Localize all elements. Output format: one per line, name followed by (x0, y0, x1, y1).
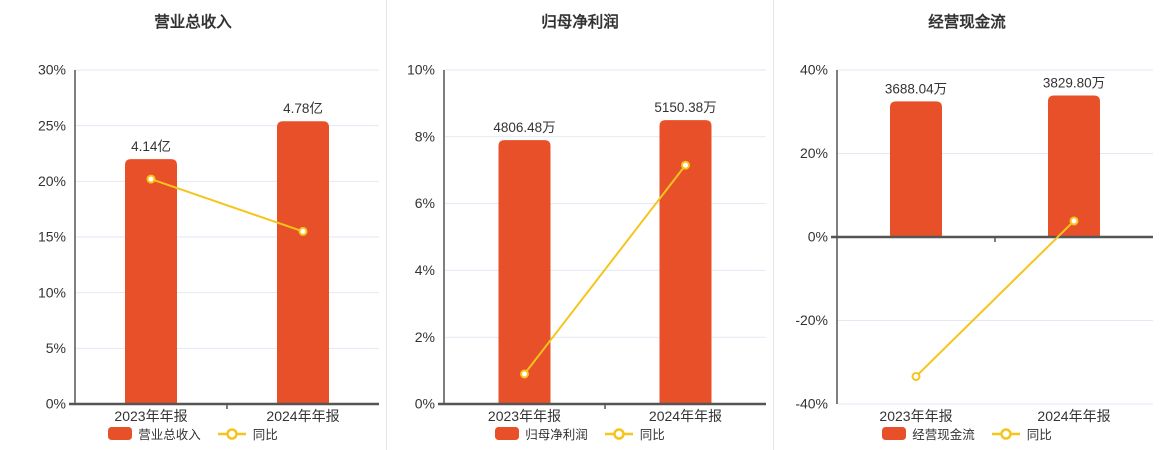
legend-line-label: 同比 (252, 428, 278, 442)
line-marker (520, 369, 529, 379)
legend-bar-label: 经营现金流 (912, 428, 975, 442)
bar (659, 120, 712, 404)
chart-title: 归母净利润 (541, 14, 619, 31)
line-marker (146, 174, 156, 184)
y-tick-label: 0% (808, 229, 828, 245)
legend-line-label: 同比 (639, 428, 665, 442)
legend-bar-label: 归母净利润 (525, 428, 588, 442)
bar-value-label: 3829.80万 (1043, 75, 1105, 90)
line-marker (1069, 216, 1079, 226)
yoy-line (523, 164, 687, 375)
yoy-line (150, 178, 304, 233)
bar-value-label: 5150.38万 (654, 100, 716, 115)
y-tick-label: 30% (38, 62, 66, 78)
bar-value-label: 4.14亿 (131, 139, 171, 154)
y-tick-label: 2% (415, 329, 435, 345)
legend-line-marker-glyph (991, 427, 1020, 440)
y-tick-label: 20% (800, 145, 828, 161)
legend-line-marker-glyph (604, 427, 633, 440)
bar (1048, 95, 1100, 237)
x-category-label: 2024年年报 (649, 408, 722, 424)
legend-bar-label: 营业总收入 (138, 428, 201, 442)
y-tick-label: 5% (46, 340, 66, 356)
y-tick-label: -20% (795, 312, 828, 328)
legend-line-icon (217, 427, 247, 441)
bar (277, 121, 329, 405)
chart-legend: 经营现金流 同比 (774, 424, 1160, 443)
chart-legend: 营业总收入 同比 (0, 424, 386, 443)
legend-bar-swatch (108, 427, 133, 440)
y-tick-label: 40% (800, 62, 828, 78)
legend-line-icon (991, 427, 1021, 441)
x-category-label: 2024年年报 (266, 408, 339, 424)
yoy-line (915, 220, 1075, 378)
chart-title: 营业总收入 (154, 14, 232, 31)
line-marker (911, 371, 921, 381)
y-tick-label: 15% (38, 229, 66, 245)
chart-title: 经营现金流 (928, 14, 1006, 31)
bar (498, 140, 551, 404)
bar-value-label: 4.78亿 (283, 101, 323, 116)
bar-value-label: 4806.48万 (493, 120, 555, 135)
y-tick-label: -40% (795, 396, 828, 412)
legend-bar-swatch (495, 427, 520, 440)
line-marker (681, 160, 690, 170)
chart-panel-net-profit: 归母净利润 0% 2% 4% 6% 8% 10% 4806.48万 5150.38万 2023年… (386, 0, 773, 450)
x-category-label: 2023年年报 (114, 408, 187, 424)
bar (890, 101, 942, 237)
x-category-label: 2023年年报 (879, 408, 952, 424)
legend-line-icon (604, 427, 634, 441)
y-tick-label: 4% (415, 262, 435, 278)
y-tick-label: 10% (38, 284, 66, 300)
chart-plot: 0% 5% 10% 15% 20% 25% 30% 4.14亿 4.78亿 2023年年报 2024… (38, 62, 379, 424)
y-tick-label: 0% (46, 396, 66, 412)
y-tick-label: 6% (415, 195, 435, 211)
bar (125, 159, 177, 404)
y-tick-label: 10% (407, 62, 435, 78)
chart-panel-total-revenue: 营业总收入 0% 5% 10% 15% 20% 25% 30% 4.14亿 4.78亿 2023年… (0, 0, 386, 450)
chart-plot: 0% 2% 4% 6% 8% 10% 4806.48万 5150.38万 2023年年报 2024… (407, 62, 766, 424)
legend-bar-swatch (882, 427, 907, 440)
y-tick-label: 0% (415, 396, 435, 412)
x-category-label: 2023年年报 (488, 408, 561, 424)
x-category-label: 2024年年报 (1037, 408, 1110, 424)
y-tick-label: 25% (38, 117, 66, 133)
legend-line-label: 同比 (1026, 428, 1052, 442)
chart-plot: -40% -20% 0% 20% 40% 3688.04万 3829.80万 2023年年报 2… (795, 62, 1153, 424)
y-tick-label: 20% (38, 173, 66, 189)
chart-legend: 归母净利润 同比 (387, 424, 773, 443)
line-marker (298, 226, 308, 236)
legend-line-marker-glyph (217, 427, 246, 440)
y-tick-label: 8% (415, 128, 435, 144)
chart-panel-operating-cash-flow: 经营现金流 -40% -20% 0% 20% 40% 3688.04万 3829.80万 20… (773, 0, 1160, 450)
bar-value-label: 3688.04万 (885, 81, 947, 96)
